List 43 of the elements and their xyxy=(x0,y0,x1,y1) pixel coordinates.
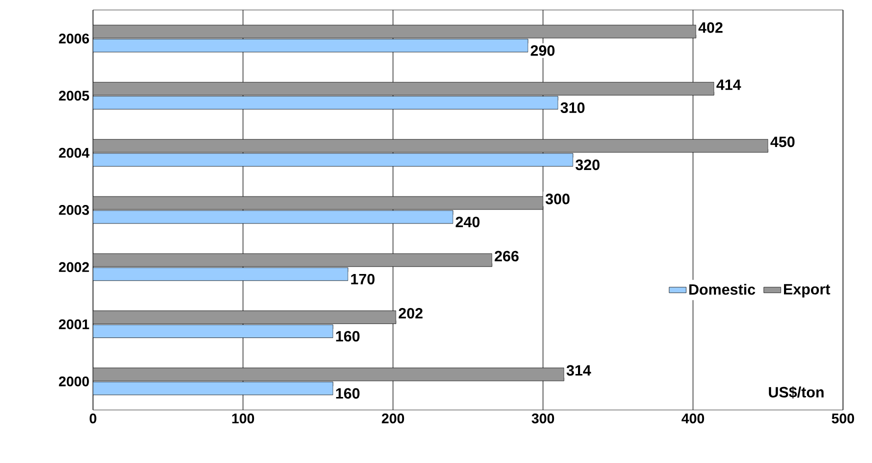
data-label: 414 xyxy=(716,80,742,90)
y-tick-label: 2006 xyxy=(58,34,89,44)
legend-label: Export xyxy=(784,284,830,298)
bar xyxy=(93,324,334,338)
bar xyxy=(93,139,768,153)
y-tick-label: 2001 xyxy=(58,319,90,330)
annotation: US$/ton xyxy=(768,386,824,398)
data-label: 240 xyxy=(456,216,480,228)
y-tick-label: 2005 xyxy=(58,90,90,101)
bar xyxy=(93,310,396,324)
x-tick-label: 300 xyxy=(532,413,554,424)
data-label: 314 xyxy=(566,365,592,376)
bar xyxy=(93,267,348,281)
x-tick-label: 200 xyxy=(382,413,404,424)
bar xyxy=(93,196,544,210)
data-label: 160 xyxy=(336,388,360,399)
data-label: 160 xyxy=(336,330,360,342)
data-label: 402 xyxy=(698,22,723,33)
x-tick-label: 500 xyxy=(832,413,854,424)
x-tick-label: 100 xyxy=(232,413,254,424)
data-label: 266 xyxy=(494,250,519,262)
y-tick-label: 2002 xyxy=(58,262,89,272)
data-label: 320 xyxy=(576,160,600,170)
bar xyxy=(93,382,334,396)
x-tick-label: 0 xyxy=(90,413,96,424)
x-tick-label: 400 xyxy=(682,413,704,424)
data-label: 300 xyxy=(546,194,570,204)
data-label: 290 xyxy=(530,45,555,56)
data-label: 310 xyxy=(560,102,585,114)
data-label: 170 xyxy=(351,274,375,284)
y-tick-label: 2000 xyxy=(58,376,89,386)
bar xyxy=(93,96,558,110)
bar xyxy=(93,368,564,382)
bar xyxy=(93,153,574,167)
bar xyxy=(93,210,454,224)
data-label: 202 xyxy=(398,308,423,319)
bar xyxy=(93,253,492,267)
y-tick-label: 2003 xyxy=(58,205,89,215)
y-tick-label: 2004 xyxy=(58,148,90,158)
bar xyxy=(93,24,696,38)
legend-label: Domestic xyxy=(689,284,756,295)
bar xyxy=(93,82,714,96)
data-label: 450 xyxy=(770,136,795,148)
